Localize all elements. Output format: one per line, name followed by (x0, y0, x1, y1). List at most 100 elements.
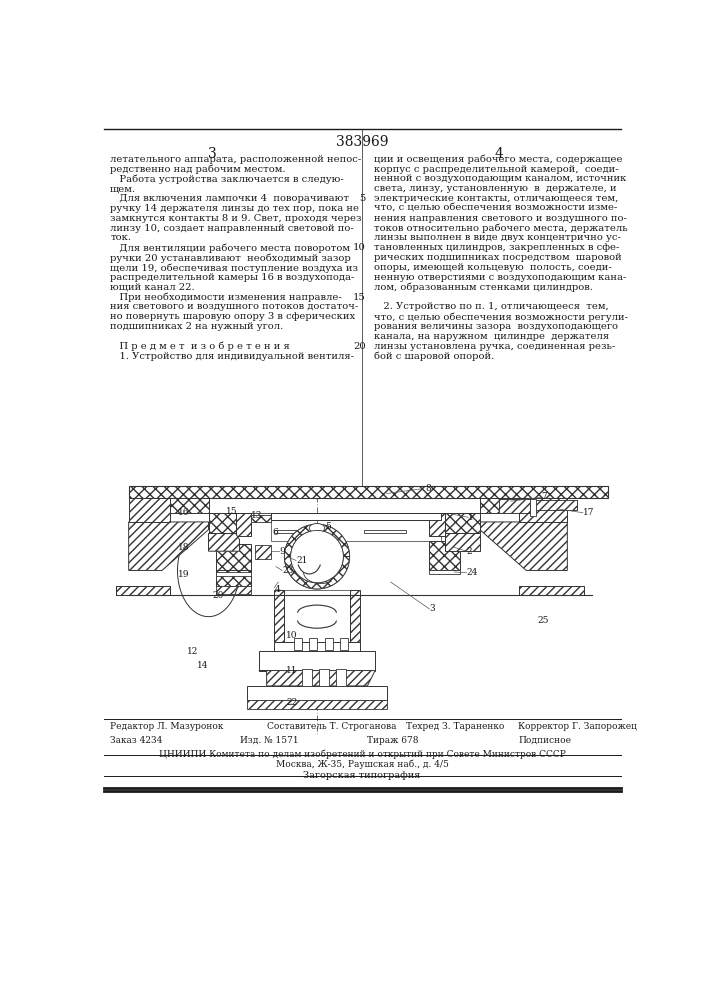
Text: Заказ 4234: Заказ 4234 (110, 736, 163, 745)
Text: 20: 20 (213, 591, 224, 600)
Text: 15: 15 (353, 293, 366, 302)
Bar (247, 686, 387, 700)
Text: 10: 10 (286, 631, 298, 640)
Polygon shape (235, 513, 251, 536)
Text: линзы установлена ручка, соединенная резь-: линзы установлена ручка, соединенная рез… (373, 342, 615, 351)
Text: канала, на наружном  цилиндре  держателя: канала, на наружном цилиндре держателя (373, 332, 609, 341)
Text: но повернуть шаровую опору 3 в сферических: но повернуть шаровую опору 3 в сферическ… (110, 312, 355, 321)
Text: Тираж 678: Тираж 678 (368, 736, 419, 745)
Text: щели 19, обеспечивая поступление воздуха из: щели 19, обеспечивая поступление воздуха… (110, 263, 358, 273)
Bar (271, 520, 441, 541)
Circle shape (284, 524, 349, 589)
Polygon shape (259, 671, 375, 686)
Text: Корректор Г. Запорожец: Корректор Г. Запорожец (518, 722, 638, 731)
Text: 383969: 383969 (336, 135, 388, 149)
Polygon shape (445, 533, 480, 551)
Text: токов относительно рабочего места, держатель: токов относительно рабочего места, держа… (373, 224, 627, 233)
Text: лом, образованным стенками цилиндров.: лом, образованным стенками цилиндров. (373, 283, 592, 292)
Polygon shape (518, 586, 585, 595)
Polygon shape (429, 541, 460, 570)
Text: ручку 14 держателя линзы до тех пор, пока не: ручку 14 держателя линзы до тех пор, пок… (110, 204, 359, 213)
Bar (293, 638, 301, 650)
Text: 19: 19 (177, 570, 189, 579)
Bar (274, 530, 321, 533)
Bar (340, 638, 348, 650)
Text: 13: 13 (251, 511, 262, 520)
Polygon shape (129, 486, 607, 498)
Text: ток.: ток. (110, 233, 131, 242)
Polygon shape (480, 498, 518, 513)
Text: 23: 23 (282, 566, 293, 575)
Bar (216, 572, 251, 576)
Text: электрические контакты, отличающееся тем,: электрические контакты, отличающееся тем… (373, 194, 618, 203)
Text: ния светового и воздушного потоков достаточ-: ния светового и воздушного потоков доста… (110, 302, 358, 311)
Text: ненную отверстиями с воздухоподающим кана-: ненную отверстиями с воздухоподающим кан… (373, 273, 626, 282)
Text: тановленных цилиндров, закрепленных в сфе-: тановленных цилиндров, закрепленных в сф… (373, 243, 619, 252)
Text: 15: 15 (226, 507, 238, 516)
Text: распределительной камеры 16 в воздухопода-: распределительной камеры 16 в воздухопод… (110, 273, 354, 282)
Text: 12: 12 (187, 647, 199, 656)
Polygon shape (170, 498, 209, 513)
Polygon shape (255, 545, 271, 559)
Text: П р е д м е т  и з о б р е т е н и я: П р е д м е т и з о б р е т е н и я (110, 342, 290, 351)
Text: опоры, имеющей кольцевую  полость, соеди-: опоры, имеющей кольцевую полость, соеди- (373, 263, 612, 272)
Polygon shape (251, 515, 271, 522)
Text: Составитель Т. Строганова: Составитель Т. Строганова (267, 722, 396, 731)
Bar (274, 642, 360, 651)
Bar (259, 651, 375, 671)
Text: 5: 5 (325, 522, 331, 531)
Circle shape (291, 530, 344, 583)
Text: ЦНИИПИ Комитета по делам изобретений и открытий при Совете Министров СССР: ЦНИИПИ Комитета по делам изобретений и о… (158, 749, 566, 759)
Polygon shape (284, 524, 349, 589)
Polygon shape (209, 533, 240, 551)
Text: Редактор Л. Мазуронок: Редактор Л. Мазуронок (110, 722, 223, 731)
Text: 6: 6 (273, 528, 279, 537)
Polygon shape (351, 590, 360, 642)
Text: 16: 16 (177, 508, 189, 517)
Text: Москва, Ж-35, Раушская наб., д. 4/5: Москва, Ж-35, Раушская наб., д. 4/5 (276, 759, 448, 769)
Polygon shape (445, 513, 480, 533)
Text: 21: 21 (296, 556, 308, 565)
Text: 7: 7 (542, 492, 547, 501)
Text: Подписное: Подписное (518, 736, 571, 745)
Polygon shape (518, 498, 567, 522)
Polygon shape (129, 522, 209, 570)
Text: Техред З. Тараненко: Техред З. Тараненко (406, 722, 505, 731)
Bar (530, 499, 537, 516)
Text: бой с шаровой опорой.: бой с шаровой опорой. (373, 352, 493, 361)
Polygon shape (274, 590, 284, 642)
Text: что, с целью обеспечения возможности изме-: что, с целью обеспечения возможности изм… (373, 204, 617, 213)
Text: 5: 5 (359, 194, 366, 203)
Text: летательного аппарата, расположенной непос-: летательного аппарата, расположенной неп… (110, 155, 361, 164)
Text: 3: 3 (208, 147, 217, 161)
Text: Изд. № 1571: Изд. № 1571 (240, 736, 298, 745)
Text: рования величины зазора  воздухоподающего: рования величины зазора воздухоподающего (373, 322, 618, 331)
Polygon shape (429, 513, 445, 536)
Text: 8: 8 (426, 484, 431, 493)
Polygon shape (216, 544, 251, 570)
Polygon shape (129, 498, 170, 522)
Bar (363, 530, 406, 533)
Text: ненной с воздухоподающим каналом, источник: ненной с воздухоподающим каналом, источн… (373, 174, 626, 183)
Text: корпус с распределительной камерой,  соеди-: корпус с распределительной камерой, соед… (373, 165, 618, 174)
Polygon shape (534, 500, 577, 510)
Text: 1. Устройство для индивидуальной вентиля-: 1. Устройство для индивидуальной вентиля… (110, 352, 354, 361)
Text: 10: 10 (353, 243, 366, 252)
Ellipse shape (309, 523, 325, 533)
Bar (271, 513, 441, 520)
Polygon shape (209, 513, 235, 533)
Text: 14: 14 (197, 661, 209, 670)
Text: 11: 11 (286, 666, 298, 675)
Text: 4: 4 (274, 585, 280, 594)
Text: редственно над рабочим местом.: редственно над рабочим местом. (110, 165, 286, 174)
Text: что, с целью обеспечения возможности регули-: что, с целью обеспечения возможности рег… (373, 312, 628, 322)
Text: Для включения лампочки 4  поворачивают: Для включения лампочки 4 поворачивают (110, 194, 349, 203)
Bar (319, 669, 329, 686)
Text: нения направления светового и воздушного по-: нения направления светового и воздушного… (373, 214, 626, 223)
Text: ручки 20 устанавливают  необходимый зазор: ручки 20 устанавливают необходимый зазор (110, 253, 351, 263)
Bar (534, 500, 577, 510)
Text: 9: 9 (279, 547, 285, 556)
Text: рических подшипниках посредством  шаровой: рических подшипниках посредством шаровой (373, 253, 621, 262)
Text: подшипниках 2 на нужный угол.: подшипниках 2 на нужный угол. (110, 322, 284, 331)
Text: 24: 24 (467, 568, 478, 577)
